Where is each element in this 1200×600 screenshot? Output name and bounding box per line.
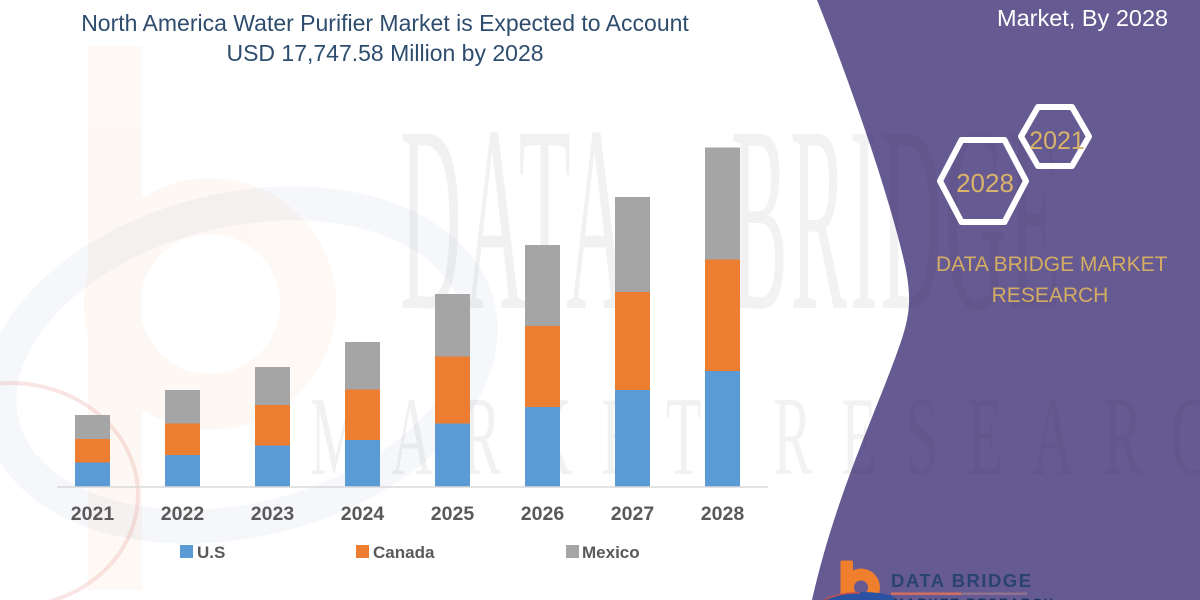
svg-text:Canada: Canada (373, 543, 435, 562)
svg-text:2024: 2024 (341, 503, 385, 525)
svg-text:2027: 2027 (611, 503, 654, 525)
svg-text:2025: 2025 (431, 503, 475, 525)
svg-text:2021: 2021 (71, 503, 115, 525)
svg-text:2021: 2021 (1029, 127, 1085, 155)
svg-text:MARKET RESEARCH: MARKET RESEARCH (310, 375, 1200, 499)
svg-text:2022: 2022 (161, 503, 205, 525)
svg-text:U.S: U.S (197, 543, 225, 562)
svg-text:DATA BRIDGE: DATA BRIDGE (891, 570, 1033, 591)
svg-text:2028: 2028 (956, 168, 1014, 198)
svg-text:2023: 2023 (251, 503, 295, 525)
svg-text:MARKET RESEARCH: MARKET RESEARCH (893, 596, 1055, 600)
svg-text:2028: 2028 (701, 503, 745, 525)
svg-text:Mexico: Mexico (582, 543, 640, 562)
svg-text:2026: 2026 (521, 503, 565, 525)
